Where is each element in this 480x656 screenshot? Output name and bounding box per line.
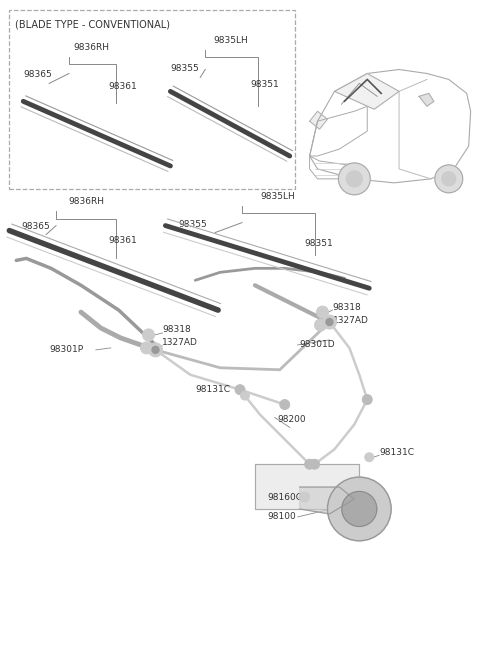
Text: 98318: 98318 — [162, 325, 191, 335]
Polygon shape — [255, 464, 360, 509]
Text: 98131C: 98131C — [379, 448, 414, 457]
Circle shape — [235, 384, 245, 395]
Text: 98351: 98351 — [305, 239, 334, 249]
Text: 98365: 98365 — [21, 222, 50, 230]
Text: 9836RH: 9836RH — [74, 43, 110, 52]
Circle shape — [365, 453, 374, 462]
Circle shape — [435, 165, 463, 193]
Text: 98131C: 98131C — [195, 385, 230, 394]
Text: 9835LH: 9835LH — [261, 192, 295, 201]
Circle shape — [152, 346, 159, 354]
Polygon shape — [335, 73, 399, 110]
Text: 1327AD: 1327AD — [162, 338, 198, 348]
Polygon shape — [419, 93, 434, 106]
Circle shape — [148, 343, 162, 357]
Text: 98100: 98100 — [268, 512, 297, 522]
Circle shape — [240, 391, 250, 400]
Text: 98351: 98351 — [250, 81, 279, 89]
Circle shape — [362, 395, 372, 405]
Text: 98318: 98318 — [333, 302, 361, 312]
Text: 98361: 98361 — [109, 236, 137, 245]
Circle shape — [143, 329, 155, 341]
Text: 98361: 98361 — [109, 83, 137, 91]
Text: 98200: 98200 — [278, 415, 306, 424]
Text: 98355: 98355 — [170, 64, 199, 73]
Text: 98301P: 98301P — [49, 345, 83, 354]
Circle shape — [305, 459, 314, 469]
Circle shape — [310, 459, 320, 469]
Text: 98160C: 98160C — [268, 493, 303, 502]
Circle shape — [338, 163, 370, 195]
Text: 9835LH: 9835LH — [214, 35, 249, 45]
Text: (BLADE TYPE - CONVENTIONAL): (BLADE TYPE - CONVENTIONAL) — [15, 20, 170, 30]
Text: 98365: 98365 — [23, 70, 52, 79]
Circle shape — [141, 342, 153, 354]
Text: 98355: 98355 — [179, 220, 207, 228]
Polygon shape — [310, 112, 327, 129]
Circle shape — [326, 319, 333, 325]
Text: 98301D: 98301D — [300, 340, 335, 350]
Text: 1327AD: 1327AD — [333, 316, 368, 325]
Circle shape — [327, 477, 391, 541]
Circle shape — [442, 172, 456, 186]
Circle shape — [314, 319, 326, 331]
Circle shape — [300, 493, 309, 501]
Text: 9836RH: 9836RH — [68, 197, 104, 206]
Circle shape — [342, 491, 377, 527]
Polygon shape — [300, 487, 354, 514]
Circle shape — [300, 492, 310, 502]
Circle shape — [323, 315, 336, 329]
Circle shape — [316, 306, 328, 318]
Circle shape — [280, 400, 290, 409]
Circle shape — [347, 171, 362, 187]
Bar — [9, 10, 295, 189]
